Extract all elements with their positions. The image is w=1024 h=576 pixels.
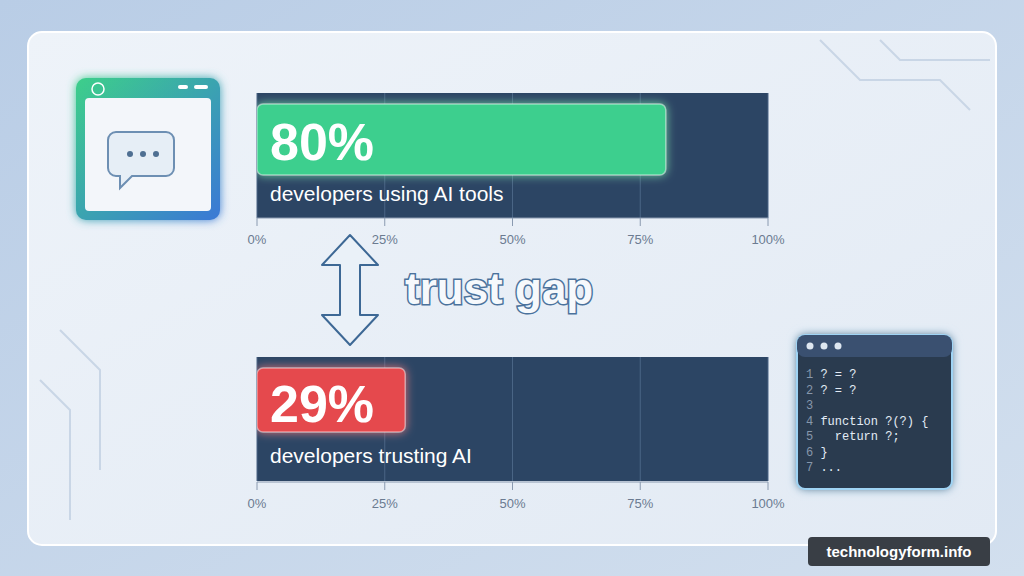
- code-line: 6 }: [806, 446, 828, 460]
- tick-mark: [512, 482, 513, 490]
- code-icon: 1 ? = ?2 ? = ?34 function ?(?) {5 return…: [797, 335, 952, 489]
- tick-label: 100%: [751, 496, 785, 511]
- bar-row: 29% developers trusting AI 0% 25% 50% 75% 100%: [248, 357, 785, 511]
- double-arrow: [322, 235, 378, 345]
- code-line: 5 return ?;: [806, 430, 900, 444]
- icon-button: [194, 85, 208, 89]
- code-text: }: [813, 446, 827, 460]
- bar: [257, 104, 666, 175]
- tick-mark: [768, 482, 769, 490]
- tick-label: 50%: [499, 232, 525, 247]
- window-dot: [807, 343, 814, 350]
- bubble-dot: [140, 151, 146, 157]
- tick-label: 75%: [627, 496, 653, 511]
- line-number: 7: [806, 461, 813, 475]
- tick-mark: [768, 218, 769, 226]
- icon-window: [85, 98, 211, 211]
- line-number: 1: [806, 368, 813, 382]
- tick-mark: [257, 482, 258, 490]
- line-number: 6: [806, 446, 813, 460]
- tick-mark: [384, 218, 385, 226]
- category-label: developers using AI tools: [270, 182, 503, 205]
- icon-frame: [76, 78, 220, 220]
- code-text: ...: [813, 461, 842, 475]
- tick-label: 50%: [499, 496, 525, 511]
- code-text: function ?(?) {: [813, 415, 928, 429]
- tick-label: 75%: [627, 232, 653, 247]
- tick-label: 0%: [248, 232, 267, 247]
- data-label: 29%: [270, 375, 374, 433]
- tick-label: 25%: [372, 232, 398, 247]
- code-line: 2 ? = ?: [806, 384, 856, 398]
- code-text: ? = ?: [813, 368, 856, 382]
- code-line: 4 function ?(?) {: [806, 415, 928, 429]
- annotation: trust gap: [405, 264, 593, 313]
- tick-label: 25%: [372, 496, 398, 511]
- panel: [28, 32, 996, 545]
- grid-line: [768, 93, 769, 218]
- code-text: return ?;: [813, 430, 899, 444]
- code-window: [797, 335, 952, 489]
- bubble-dot: [127, 151, 133, 157]
- bar-track: [257, 357, 768, 481]
- icon-button: [178, 85, 188, 89]
- background: [0, 0, 1024, 576]
- line-number: 4: [806, 415, 813, 429]
- watermark-text: technologyform.info: [827, 543, 972, 560]
- code-line: 3: [806, 399, 813, 413]
- line-number: 3: [806, 399, 813, 413]
- window-dot: [835, 343, 842, 350]
- tick-mark: [640, 218, 641, 226]
- icon-logo: [92, 83, 104, 95]
- code-titlebar: [797, 335, 952, 357]
- circuit-decoration: [40, 40, 990, 520]
- grid-line: [640, 357, 641, 481]
- bar: [257, 368, 405, 432]
- watermark-box: [808, 537, 990, 566]
- code-line: 1 ? = ?: [806, 368, 856, 382]
- tick-label: 0%: [248, 496, 267, 511]
- code-text: ? = ?: [813, 384, 856, 398]
- speech-bubble: [108, 132, 174, 188]
- bar-group: [257, 104, 666, 175]
- window-dot: [821, 343, 828, 350]
- chat-icon: [76, 78, 220, 220]
- tick-label: 100%: [751, 232, 785, 247]
- tick-mark: [384, 482, 385, 490]
- chart-root: 80%developers using AI tools0%25%50%75%1…: [0, 0, 1024, 576]
- bar-group: [257, 368, 405, 432]
- code-line: 7 ...: [806, 461, 842, 475]
- grid-line: [512, 357, 513, 481]
- line-number: 5: [806, 430, 813, 444]
- watermark: technologyform.info: [808, 537, 990, 566]
- category-label: developers trusting AI: [270, 444, 472, 467]
- bubble-dot: [153, 151, 159, 157]
- tick-mark: [640, 482, 641, 490]
- line-number: 2: [806, 384, 813, 398]
- tick-mark: [257, 218, 258, 226]
- bar-row: 80% developers using AI tools 0% 25% 50% 75% 1…: [248, 93, 785, 247]
- circuit-line: [40, 40, 990, 520]
- tick-mark: [512, 218, 513, 226]
- bar-track: [257, 93, 768, 218]
- grid-line: [768, 357, 769, 481]
- data-label: 80%: [270, 113, 374, 171]
